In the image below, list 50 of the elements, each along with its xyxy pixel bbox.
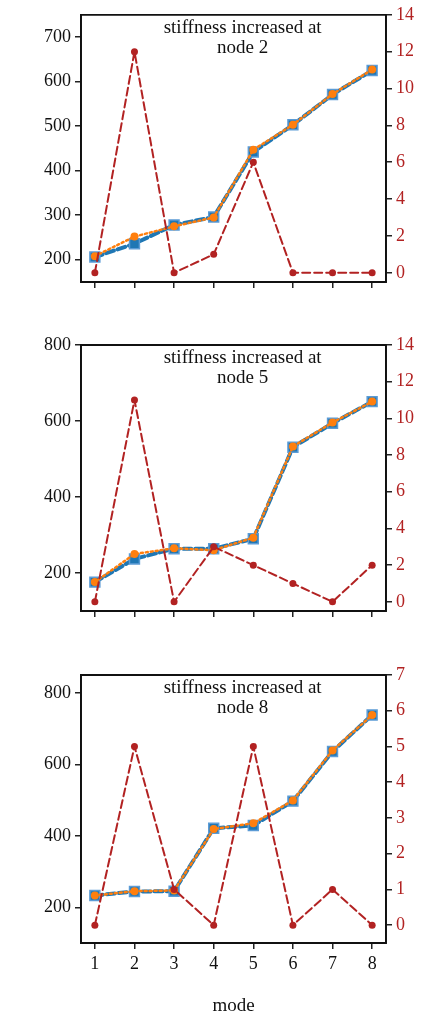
y2-tick-label: 5 bbox=[396, 735, 405, 756]
y2-tick-label: 2 bbox=[396, 842, 405, 863]
y2-tick-label: 6 bbox=[396, 150, 405, 171]
y-tick-label: 800 bbox=[44, 333, 71, 354]
y2-tick-label: 10 bbox=[396, 77, 414, 98]
y2-tick-label: 14 bbox=[396, 333, 414, 354]
y-tick-label: 600 bbox=[44, 409, 71, 430]
y2-tick-label: 12 bbox=[396, 370, 414, 391]
y-tick-label: 200 bbox=[44, 248, 71, 269]
y2-tick-label: 2 bbox=[396, 224, 405, 245]
x-tick-label: 5 bbox=[248, 952, 258, 973]
x-axis-title: mode bbox=[212, 993, 255, 1015]
y-tick-label: 300 bbox=[44, 203, 71, 224]
y-tick-label: 700 bbox=[44, 25, 71, 46]
y2-tick-label: 14 bbox=[396, 3, 414, 24]
y-tick-label: 800 bbox=[44, 681, 71, 702]
y2-tick-label: 4 bbox=[396, 770, 405, 791]
x-tick-label: 4 bbox=[209, 952, 219, 973]
y-tick-label: 400 bbox=[44, 159, 71, 180]
x-tick-label: 6 bbox=[288, 952, 298, 973]
y-tick-label: 200 bbox=[44, 561, 71, 582]
y2-tick-label: 12 bbox=[396, 40, 414, 61]
x-tick-label: 2 bbox=[129, 952, 139, 973]
y2-tick-label: 0 bbox=[396, 913, 405, 934]
y2-tick-label: 8 bbox=[396, 443, 405, 464]
y2-tick-label: 4 bbox=[396, 517, 405, 538]
y2-tick-label: 6 bbox=[396, 480, 405, 501]
y-tick-label: 600 bbox=[44, 70, 71, 91]
x-tick-label: 7 bbox=[328, 952, 338, 973]
y-tick-label: 400 bbox=[44, 485, 71, 506]
y2-tick-label: 1 bbox=[396, 878, 405, 899]
y-tick-label: 600 bbox=[44, 753, 71, 774]
y2-tick-label: 0 bbox=[396, 590, 405, 611]
x-tick-label: 3 bbox=[169, 952, 179, 973]
text: stiffness increased at node 8 bbox=[163, 676, 323, 718]
y2-tick-label: 10 bbox=[396, 407, 414, 428]
y2-tick-label: 2 bbox=[396, 553, 405, 574]
text: stiffness increased at node 2 bbox=[163, 16, 323, 58]
text: stiffness increased at node 5 bbox=[163, 346, 323, 388]
y2-tick-label: 6 bbox=[396, 699, 405, 720]
x-tick-label: 1 bbox=[90, 952, 100, 973]
y-tick-label: 200 bbox=[44, 896, 71, 916]
y-tick-label: 500 bbox=[44, 114, 71, 135]
y2-tick-label: 3 bbox=[396, 806, 405, 827]
y2-tick-label: 7 bbox=[396, 663, 405, 684]
y-tick-label: 400 bbox=[44, 824, 71, 845]
y2-tick-label: 4 bbox=[396, 187, 405, 208]
y2-tick-label: 8 bbox=[396, 114, 405, 135]
y2-tick-label: 0 bbox=[396, 261, 405, 282]
x-tick-label: 8 bbox=[367, 952, 377, 973]
